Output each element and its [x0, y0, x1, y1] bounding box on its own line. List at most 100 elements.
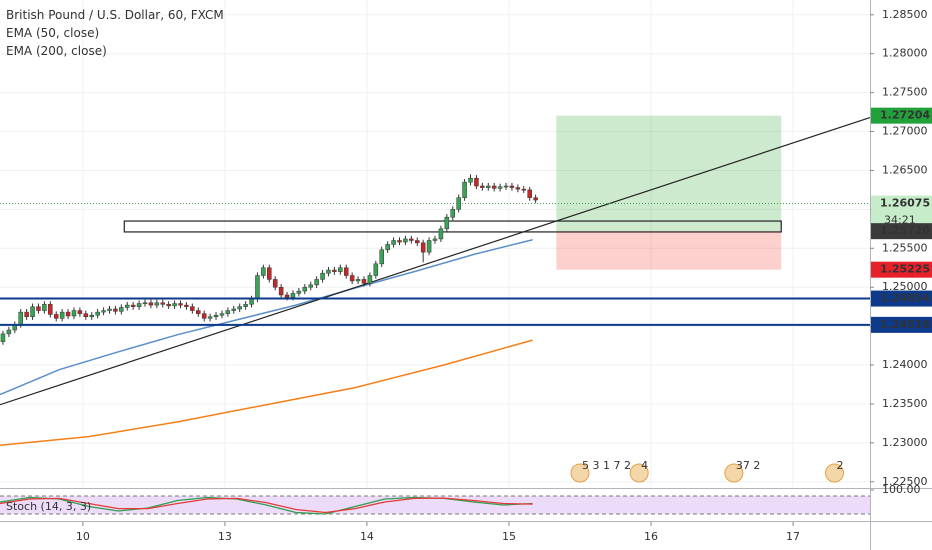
candle-body: [18, 311, 23, 325]
event-label: 2: [836, 459, 843, 472]
candle-body: [296, 290, 302, 294]
candle-body: [48, 304, 53, 315]
candle-body: [497, 186, 503, 189]
y-tick-label: 1.24000: [882, 358, 928, 371]
candle-body: [95, 311, 100, 316]
price-badge: [871, 223, 932, 240]
y-tick-label: 1.22500: [882, 475, 928, 488]
candle-body: [107, 308, 112, 311]
event-label: 4: [641, 459, 648, 472]
candle-body: [515, 187, 521, 190]
candle-body: [6, 329, 12, 335]
candle-body: [101, 310, 106, 313]
candle-body: [332, 269, 337, 272]
y-tick-label: 1.23500: [882, 397, 928, 410]
y-tick-label: 1.27500: [882, 86, 928, 99]
candle-body: [438, 228, 444, 240]
candle-body: [503, 185, 509, 188]
candle-body: [444, 216, 450, 230]
candle-body: [178, 303, 183, 306]
candle-body: [314, 279, 319, 286]
candle-body: [71, 310, 77, 317]
candle-body: [486, 185, 491, 188]
candle-body: [284, 294, 290, 298]
candle-body: [36, 306, 41, 311]
y-tick-label: 1.25500: [882, 241, 928, 254]
candle-body: [426, 240, 432, 253]
target-area: [556, 115, 782, 232]
candle-body: [160, 302, 166, 305]
event-label: 5 3 1 7 2: [582, 459, 631, 472]
candle-body: [267, 267, 272, 280]
price-badge-label: 1.24854: [880, 292, 930, 305]
candle-body: [403, 238, 408, 243]
price-badge-label: 1.25720: [880, 224, 930, 237]
candle-body: [219, 313, 225, 316]
candle-body: [113, 308, 118, 312]
candle-body: [53, 314, 59, 319]
candle-body: [338, 267, 343, 272]
x-tick-label: 13: [218, 530, 232, 543]
candle-body: [320, 272, 325, 280]
candle-body: [83, 313, 89, 318]
candle-body: [420, 242, 426, 253]
candle-body: [190, 306, 195, 311]
candle-body: [527, 189, 532, 198]
x-tick-label: 15: [502, 530, 516, 543]
candle-body: [450, 209, 456, 218]
candle-body: [59, 311, 65, 319]
candle-body: [480, 185, 485, 188]
y-tick-label: 1.27000: [882, 125, 928, 138]
candle-body: [456, 197, 461, 210]
candle-body: [373, 263, 379, 276]
y-tick-label: 1.28500: [882, 8, 928, 21]
candle-body: [142, 302, 148, 305]
candle-body: [308, 284, 313, 288]
event-icon: [724, 463, 744, 483]
y-tick-label: 100.00: [882, 483, 921, 496]
y-tick-label: 1.23000: [882, 436, 928, 449]
stoch-label: Stoch (14, 3, 3): [6, 500, 91, 513]
candle-body: [24, 311, 29, 318]
candle-body: [119, 307, 124, 312]
candle-body: [391, 240, 396, 245]
zone: [123, 220, 782, 233]
y-tick-label: 1.28000: [882, 47, 928, 60]
candle-body: [207, 316, 213, 319]
candle-body: [166, 304, 171, 307]
candle-body: [491, 185, 497, 189]
candle-body: [213, 314, 219, 318]
candle-body: [290, 293, 296, 298]
x-tick-label: 17: [786, 530, 800, 543]
candle-body: [432, 238, 438, 241]
x-tick-label: 16: [644, 530, 658, 543]
price-badge: [871, 316, 932, 333]
candle-body: [361, 279, 367, 284]
ema-line: [0, 339, 533, 446]
stop-area: [556, 231, 782, 270]
candle-body: [172, 303, 177, 307]
candle-body: [272, 279, 278, 288]
candle-body: [397, 240, 402, 243]
price-badge: [871, 261, 932, 278]
candle-body: [243, 304, 248, 307]
candle-body: [196, 310, 201, 314]
price-badge-label: 1.24516: [880, 318, 930, 331]
price-badge-label: 1.27204: [880, 109, 930, 122]
candle-body: [261, 267, 266, 276]
candle-body: [302, 286, 308, 292]
event-icon: [570, 463, 590, 483]
candle-body: [379, 249, 384, 265]
event-label: 37 2: [736, 459, 761, 472]
candle-body: [509, 185, 515, 188]
candle-body: [521, 188, 527, 191]
candle-body: [0, 333, 6, 342]
candle-body: [77, 310, 83, 314]
candle-body: [343, 267, 349, 276]
candle-body: [42, 304, 47, 311]
candle-body: [385, 244, 390, 251]
stoch-line: [0, 497, 533, 514]
trendline: [0, 116, 871, 406]
